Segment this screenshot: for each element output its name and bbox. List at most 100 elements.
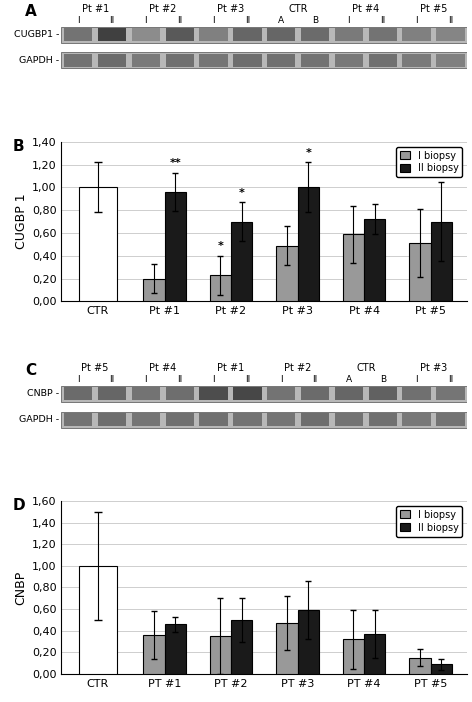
Text: CTR: CTR: [356, 363, 376, 373]
Bar: [436, 28, 464, 41]
Y-axis label: CUGBP 1: CUGBP 1: [15, 194, 28, 249]
Bar: [364, 219, 386, 301]
Bar: [233, 388, 261, 400]
Text: CTR: CTR: [288, 4, 308, 14]
Legend: I biopsy, II biopsy: I biopsy, II biopsy: [396, 147, 463, 178]
Text: B: B: [379, 376, 386, 385]
Text: I: I: [212, 16, 215, 25]
Bar: [199, 54, 228, 67]
Bar: [64, 413, 93, 426]
Bar: [143, 635, 165, 674]
Bar: [276, 623, 297, 674]
Bar: [369, 28, 397, 41]
Text: D: D: [13, 498, 25, 512]
Bar: [64, 388, 93, 400]
Text: A: A: [25, 4, 36, 18]
Bar: [233, 413, 261, 426]
Y-axis label: CNBP: CNBP: [15, 570, 28, 604]
Bar: [98, 413, 126, 426]
Text: I: I: [77, 376, 80, 385]
Text: Pt #4: Pt #4: [149, 363, 177, 373]
Bar: [436, 54, 464, 67]
Text: II: II: [177, 16, 182, 25]
Text: I: I: [415, 376, 418, 385]
Text: II: II: [110, 376, 115, 385]
Bar: [402, 28, 431, 41]
Bar: [436, 413, 464, 426]
Bar: [199, 28, 228, 41]
Bar: [430, 664, 452, 674]
Bar: [61, 411, 467, 428]
Bar: [79, 187, 117, 301]
Text: GAPDH -: GAPDH -: [19, 415, 59, 424]
Bar: [409, 658, 430, 674]
Bar: [61, 53, 467, 69]
Text: C: C: [25, 363, 36, 378]
Bar: [233, 54, 261, 67]
Bar: [335, 28, 363, 41]
Text: Pt #2: Pt #2: [285, 363, 312, 373]
Bar: [166, 388, 194, 400]
Bar: [402, 54, 431, 67]
Bar: [301, 413, 329, 426]
Text: CUGBP1 -: CUGBP1 -: [14, 30, 59, 39]
Text: *: *: [218, 241, 223, 251]
Bar: [233, 28, 261, 41]
Bar: [369, 388, 397, 400]
Bar: [343, 640, 364, 674]
Bar: [199, 388, 228, 400]
Text: Pt #2: Pt #2: [149, 4, 177, 14]
Bar: [409, 243, 430, 301]
Text: I: I: [280, 376, 283, 385]
Text: II: II: [177, 376, 182, 385]
Bar: [301, 54, 329, 67]
Bar: [402, 413, 431, 426]
Text: Pt #4: Pt #4: [352, 4, 379, 14]
Bar: [297, 610, 319, 674]
Bar: [132, 54, 160, 67]
Bar: [335, 54, 363, 67]
Bar: [166, 28, 194, 41]
Bar: [301, 388, 329, 400]
Text: Pt #3: Pt #3: [420, 363, 447, 373]
Text: I: I: [415, 16, 418, 25]
Bar: [231, 222, 253, 301]
Text: II: II: [245, 376, 250, 385]
Text: I: I: [144, 376, 147, 385]
Text: Pt #3: Pt #3: [217, 4, 244, 14]
Text: **: **: [169, 158, 181, 168]
Bar: [402, 388, 431, 400]
Bar: [132, 388, 160, 400]
Text: II: II: [110, 16, 115, 25]
Bar: [166, 54, 194, 67]
Text: I: I: [77, 16, 80, 25]
Text: II: II: [312, 376, 318, 385]
Bar: [369, 54, 397, 67]
Text: Pt #5: Pt #5: [82, 363, 109, 373]
Bar: [210, 636, 231, 674]
Bar: [335, 413, 363, 426]
Bar: [267, 54, 295, 67]
Text: II: II: [380, 16, 385, 25]
Bar: [267, 413, 295, 426]
Bar: [369, 413, 397, 426]
Bar: [166, 413, 194, 426]
Bar: [267, 388, 295, 400]
Text: Pt #5: Pt #5: [420, 4, 447, 14]
Bar: [98, 28, 126, 41]
Text: II: II: [448, 16, 453, 25]
Bar: [231, 620, 253, 674]
Text: Pt #1: Pt #1: [82, 4, 109, 14]
Text: I: I: [212, 376, 215, 385]
Text: CNBP -: CNBP -: [27, 390, 59, 398]
Bar: [64, 28, 93, 41]
Text: I: I: [144, 16, 147, 25]
Bar: [364, 634, 386, 674]
Bar: [79, 566, 117, 674]
Legend: I biopsy, II biopsy: I biopsy, II biopsy: [396, 506, 463, 536]
Bar: [301, 28, 329, 41]
Bar: [210, 275, 231, 301]
Bar: [132, 413, 160, 426]
Bar: [61, 27, 467, 43]
Text: II: II: [245, 16, 250, 25]
